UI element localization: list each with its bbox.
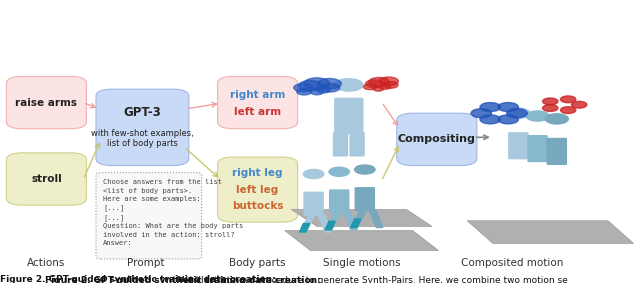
Circle shape xyxy=(364,84,376,90)
FancyBboxPatch shape xyxy=(303,192,324,216)
Text: Choose answers from the list
<list of body parts>.
Here are some examples:
[...]: Choose answers from the list <list of bo… xyxy=(103,179,243,246)
FancyBboxPatch shape xyxy=(218,157,298,222)
Text: right arm: right arm xyxy=(230,90,285,100)
Polygon shape xyxy=(369,211,383,228)
Circle shape xyxy=(379,77,398,85)
Polygon shape xyxy=(467,221,634,243)
Text: stroll: stroll xyxy=(31,174,62,184)
FancyBboxPatch shape xyxy=(508,132,529,159)
Circle shape xyxy=(310,89,323,95)
Polygon shape xyxy=(351,211,366,228)
Text: Figure 2. GPT-guided synthetic training data creation: We illustrate our procedu: Figure 2. GPT-guided synthetic training … xyxy=(0,275,634,283)
Circle shape xyxy=(299,80,323,91)
Polygon shape xyxy=(300,224,310,232)
Polygon shape xyxy=(285,231,438,250)
Polygon shape xyxy=(300,215,315,232)
Text: Single motions: Single motions xyxy=(323,258,401,268)
Polygon shape xyxy=(318,215,332,232)
Text: We illustrate our procedure to generate Synth-Pairs. Here, we combine two motion: We illustrate our procedure to generate … xyxy=(176,276,568,283)
Text: Compositing: Compositing xyxy=(398,134,476,144)
Text: Composited motion: Composited motion xyxy=(461,258,563,268)
FancyBboxPatch shape xyxy=(349,132,365,156)
Text: Actions: Actions xyxy=(27,258,65,268)
Circle shape xyxy=(545,114,568,124)
Polygon shape xyxy=(351,219,361,228)
Circle shape xyxy=(317,78,341,89)
Text: buttocks: buttocks xyxy=(232,201,284,211)
FancyBboxPatch shape xyxy=(397,113,477,166)
Circle shape xyxy=(373,87,383,91)
Circle shape xyxy=(383,82,398,88)
Circle shape xyxy=(561,96,576,103)
Circle shape xyxy=(335,79,363,91)
Circle shape xyxy=(297,89,312,95)
Text: Figure 2. GPT-guided synthetic training data creation:: Figure 2. GPT-guided synthetic training … xyxy=(45,276,321,283)
Circle shape xyxy=(304,78,330,89)
Circle shape xyxy=(480,115,500,124)
FancyBboxPatch shape xyxy=(6,153,86,205)
Circle shape xyxy=(369,78,389,86)
Polygon shape xyxy=(325,213,340,230)
Text: Body parts: Body parts xyxy=(229,258,285,268)
Text: GPT-3: GPT-3 xyxy=(124,106,161,119)
Polygon shape xyxy=(325,221,335,230)
Circle shape xyxy=(303,170,324,179)
Circle shape xyxy=(507,109,527,118)
Circle shape xyxy=(471,109,492,118)
Circle shape xyxy=(316,87,330,93)
Circle shape xyxy=(561,107,576,113)
Circle shape xyxy=(543,98,558,105)
Circle shape xyxy=(498,102,518,112)
FancyBboxPatch shape xyxy=(329,189,349,214)
Polygon shape xyxy=(291,209,432,226)
Text: right leg: right leg xyxy=(232,168,283,178)
Circle shape xyxy=(294,83,313,92)
Circle shape xyxy=(380,84,390,89)
FancyBboxPatch shape xyxy=(527,135,548,162)
Circle shape xyxy=(355,165,375,174)
Text: Prompt: Prompt xyxy=(127,258,164,268)
Circle shape xyxy=(329,167,349,176)
Text: left leg: left leg xyxy=(236,185,279,195)
Polygon shape xyxy=(344,213,357,230)
Circle shape xyxy=(572,101,587,108)
Circle shape xyxy=(507,108,530,118)
FancyBboxPatch shape xyxy=(334,98,364,134)
Circle shape xyxy=(498,115,518,124)
FancyBboxPatch shape xyxy=(218,76,298,129)
FancyBboxPatch shape xyxy=(355,187,375,211)
Circle shape xyxy=(321,83,340,92)
FancyBboxPatch shape xyxy=(333,132,348,156)
FancyBboxPatch shape xyxy=(547,138,567,165)
Text: raise arms: raise arms xyxy=(15,98,77,108)
FancyBboxPatch shape xyxy=(96,173,202,259)
Circle shape xyxy=(543,105,558,112)
Circle shape xyxy=(526,111,549,121)
Text: Figure 2. GPT-guided synthetic training data creation:: Figure 2. GPT-guided synthetic training … xyxy=(0,275,276,283)
Text: left arm: left arm xyxy=(234,108,281,117)
Circle shape xyxy=(480,102,500,112)
Text: with few-shot examples,
list of body parts: with few-shot examples, list of body par… xyxy=(91,129,194,148)
FancyBboxPatch shape xyxy=(96,89,189,166)
FancyBboxPatch shape xyxy=(6,76,86,129)
Circle shape xyxy=(365,80,383,88)
